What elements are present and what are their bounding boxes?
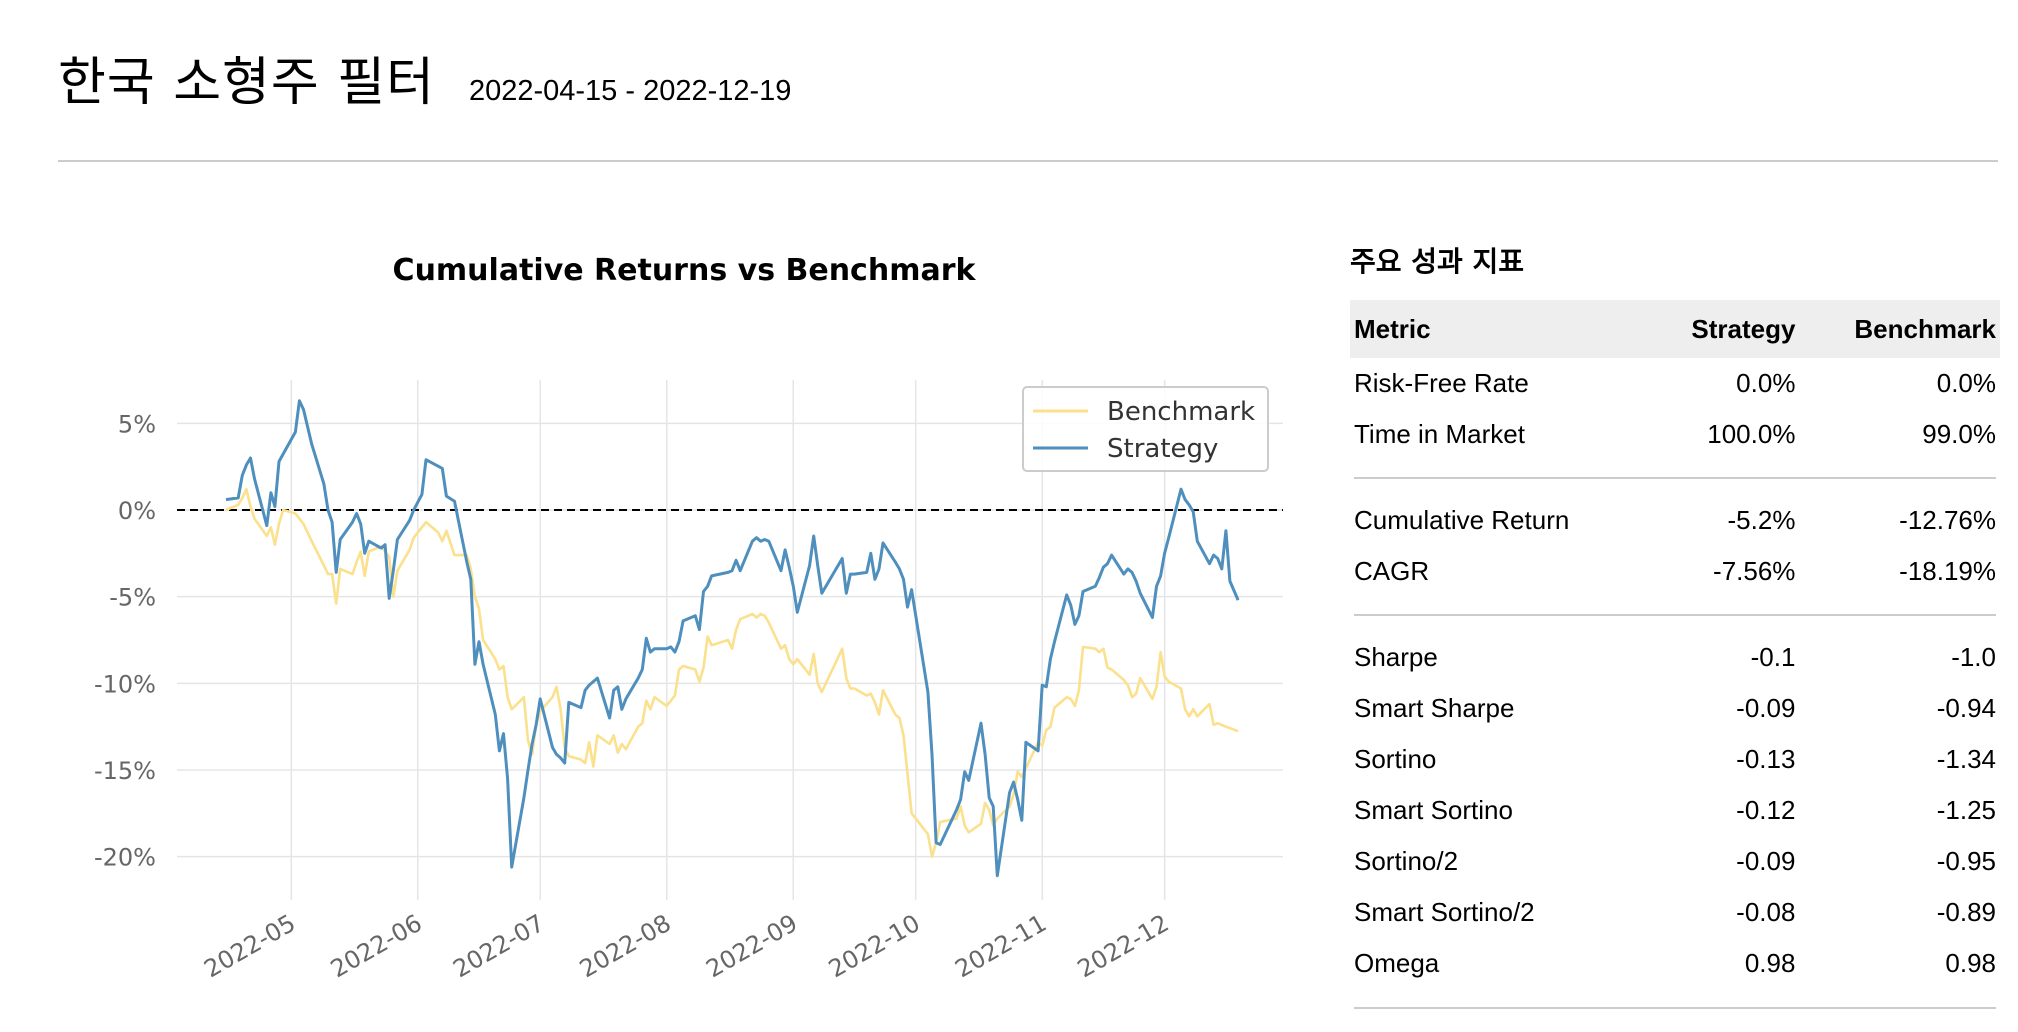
- benchmark-value: -1.25: [1936, 795, 1996, 825]
- date-range: 2022-04-15 - 2022-12-19: [468, 75, 792, 107]
- benchmark-value: -0.95: [1936, 846, 1996, 876]
- benchmark-value: -1.0: [1951, 642, 1996, 672]
- legend-label-benchmark: Benchmark: [1107, 397, 1255, 427]
- y-tick-label: 5%: [118, 410, 156, 438]
- strategy-value: -0.13: [1736, 744, 1796, 774]
- strategy-value: -0.09: [1736, 693, 1796, 723]
- strategy-value: 100.0%: [1707, 419, 1796, 449]
- separator-line: [1354, 476, 1996, 479]
- strategy-value: -0.09: [1736, 846, 1796, 876]
- chart-svg: Cumulative Returns vs Benchmark 5% 0% -5% -…: [94, 253, 1283, 983]
- report-header: 한국 소형주 필터 2022-04-15 - 2022-12-19: [58, 40, 791, 115]
- legend-label-strategy: Strategy: [1107, 434, 1218, 464]
- table-row: Time in Market 100.0% 99.0%: [1350, 409, 2000, 460]
- x-tick-label: 2022-05: [199, 909, 300, 983]
- table-row: Smart Sharpe -0.09 -0.94: [1350, 683, 2000, 734]
- metrics-body: Risk-Free Rate 0.0% 0.0% Time in Market 100.…: [1350, 358, 2000, 1009]
- header-divider: [58, 160, 1998, 162]
- table-row: Sharpe -0.1 -1.0: [1350, 632, 2000, 683]
- benchmark-value: -1.34: [1936, 744, 1996, 774]
- chart-grid: [177, 380, 1283, 900]
- chart-series: [225, 399, 1240, 878]
- table-row: Omega 0.98 0.98: [1350, 938, 2000, 989]
- benchmark-value: -0.89: [1936, 897, 1996, 927]
- separator-line: [1354, 613, 1996, 616]
- metric-name: Smart Sortino/2: [1354, 897, 1535, 927]
- column-header-benchmark: Benchmark: [1799, 300, 2000, 358]
- benchmark-value: -0.94: [1936, 693, 1996, 723]
- y-tick-label: -15%: [94, 757, 156, 785]
- x-tick-label: 2022-09: [701, 909, 802, 983]
- chart-title: Cumulative Returns vs Benchmark: [393, 253, 977, 288]
- page-title: 한국 소형주 필터: [58, 53, 435, 113]
- table-row: CAGR -7.56% -18.19%: [1350, 546, 2000, 597]
- table-separator: [1350, 597, 2000, 632]
- chart-axes: 5% 0% -5% -10% -15% -20% 2022-05 2022-06 2022-07…: [94, 410, 1174, 983]
- separator-cell: [1350, 597, 2000, 632]
- column-header-metric: Metric: [1350, 300, 1650, 358]
- legend-frame: [1022, 386, 1269, 472]
- table-separator: [1350, 460, 2000, 495]
- table-separator: [1350, 989, 2000, 1009]
- metric-name: Sortino: [1354, 744, 1437, 774]
- metric-name: Smart Sortino: [1354, 795, 1513, 825]
- y-tick-label: 0%: [118, 497, 156, 525]
- series-line-strategy: [225, 399, 1240, 878]
- metrics-heading: 주요 성과 지표: [1350, 245, 1525, 278]
- table-row: Smart Sortino -0.12 -1.25: [1350, 785, 2000, 836]
- benchmark-value: 0.98: [1945, 948, 1996, 978]
- x-tick-label: 2022-08: [575, 909, 676, 983]
- y-tick-label: -5%: [109, 584, 156, 612]
- benchmark-value: 99.0%: [1922, 419, 1996, 449]
- metric-name: Omega: [1354, 948, 1440, 978]
- metric-name: Time in Market: [1354, 419, 1525, 449]
- strategy-value: -0.1: [1750, 642, 1796, 672]
- cumulative-returns-chart: Cumulative Returns vs Benchmark 5% 0% -5% -…: [0, 200, 1320, 1020]
- metric-name: CAGR: [1354, 556, 1430, 586]
- metrics-header-row: Metric Strategy Benchmark: [1350, 300, 2000, 358]
- table-row: Sortino -0.13 -1.34: [1350, 734, 2000, 785]
- separator-cell: [1350, 989, 2000, 1009]
- x-tick-label: 2022-10: [824, 909, 925, 983]
- strategy-value: -0.12: [1736, 795, 1796, 825]
- chart-legend: Benchmark Strategy: [1022, 386, 1269, 472]
- strategy-value: -7.56%: [1713, 556, 1796, 586]
- table-row: Smart Sortino/2 -0.08 -0.89: [1350, 887, 2000, 938]
- separator-line: [1354, 1007, 1996, 1009]
- metric-name: Cumulative Return: [1354, 505, 1570, 535]
- x-tick-label: 2022-11: [950, 909, 1051, 983]
- benchmark-value: 0.0%: [1936, 368, 1996, 398]
- column-header-strategy: Strategy: [1649, 300, 1800, 358]
- key-metrics-panel: 주요 성과 지표 Metric Strategy Benchmark Risk-…: [1350, 240, 2000, 1009]
- metric-name: Smart Sharpe: [1354, 693, 1515, 723]
- separator-cell: [1350, 460, 2000, 495]
- metrics-table: Metric Strategy Benchmark Risk-Free Rate…: [1350, 300, 2000, 1009]
- strategy-value: 0.0%: [1736, 368, 1796, 398]
- y-tick-label: -20%: [94, 844, 156, 872]
- strategy-value: -5.2%: [1727, 505, 1796, 535]
- benchmark-value: -18.19%: [1899, 556, 1996, 586]
- table-row: Sortino/2 -0.09 -0.95: [1350, 836, 2000, 887]
- series-line-benchmark: [225, 487, 1239, 859]
- y-tick-label: -10%: [94, 670, 156, 698]
- strategy-value: 0.98: [1744, 948, 1796, 978]
- strategy-value: -0.08: [1736, 897, 1796, 927]
- metric-name: Sharpe: [1354, 642, 1438, 672]
- table-row: Cumulative Return -5.2% -12.76%: [1350, 495, 2000, 546]
- metric-name: Sortino/2: [1354, 846, 1459, 876]
- benchmark-value: -12.76%: [1899, 505, 1996, 535]
- table-row: Risk-Free Rate 0.0% 0.0%: [1350, 358, 2000, 409]
- metric-name: Risk-Free Rate: [1354, 368, 1529, 398]
- x-tick-label: 2022-07: [448, 909, 549, 983]
- x-tick-label: 2022-12: [1073, 909, 1174, 983]
- x-tick-label: 2022-06: [326, 909, 427, 983]
